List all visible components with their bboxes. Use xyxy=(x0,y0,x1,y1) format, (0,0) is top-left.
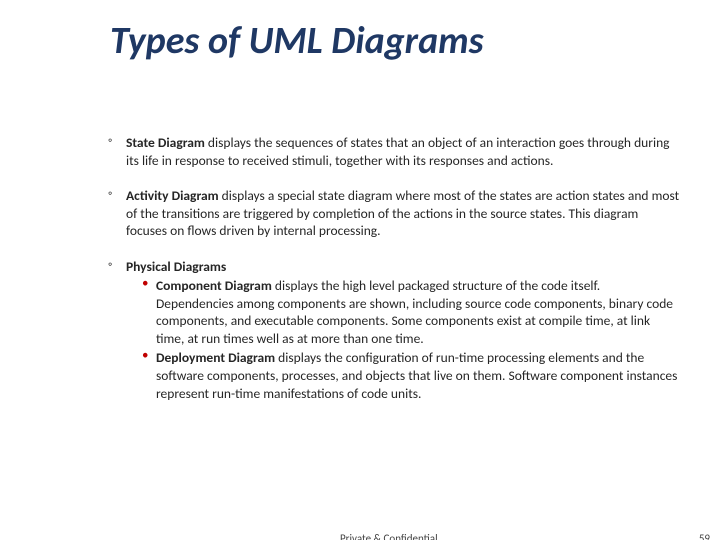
term: Deployment Diagram xyxy=(156,349,275,366)
term: State Diagram xyxy=(126,134,205,151)
term: Activity Diagram xyxy=(126,187,219,204)
page-number: 59 xyxy=(699,532,710,540)
page-title: Types of UML Diagrams xyxy=(110,18,680,64)
footer-confidential: Private & Confidential xyxy=(340,532,438,540)
term: Component Diagram xyxy=(156,277,272,294)
list-item: Deployment Diagram displays the configur… xyxy=(142,349,680,402)
term: Physical Diagrams xyxy=(126,258,226,275)
bullet-list: State Diagram displays the sequences of … xyxy=(100,134,680,402)
list-item: State Diagram displays the sequences of … xyxy=(108,134,680,169)
list-item: Component Diagram displays the high leve… xyxy=(142,277,680,347)
slide: Types of UML Diagrams State Diagram disp… xyxy=(0,0,720,540)
sub-list: Component Diagram displays the high leve… xyxy=(126,277,680,402)
list-item: Physical Diagrams Component Diagram disp… xyxy=(108,258,680,402)
definition: displays the sequences of states that an… xyxy=(126,134,670,169)
list-item: Activity Diagram displays a special stat… xyxy=(108,187,680,240)
